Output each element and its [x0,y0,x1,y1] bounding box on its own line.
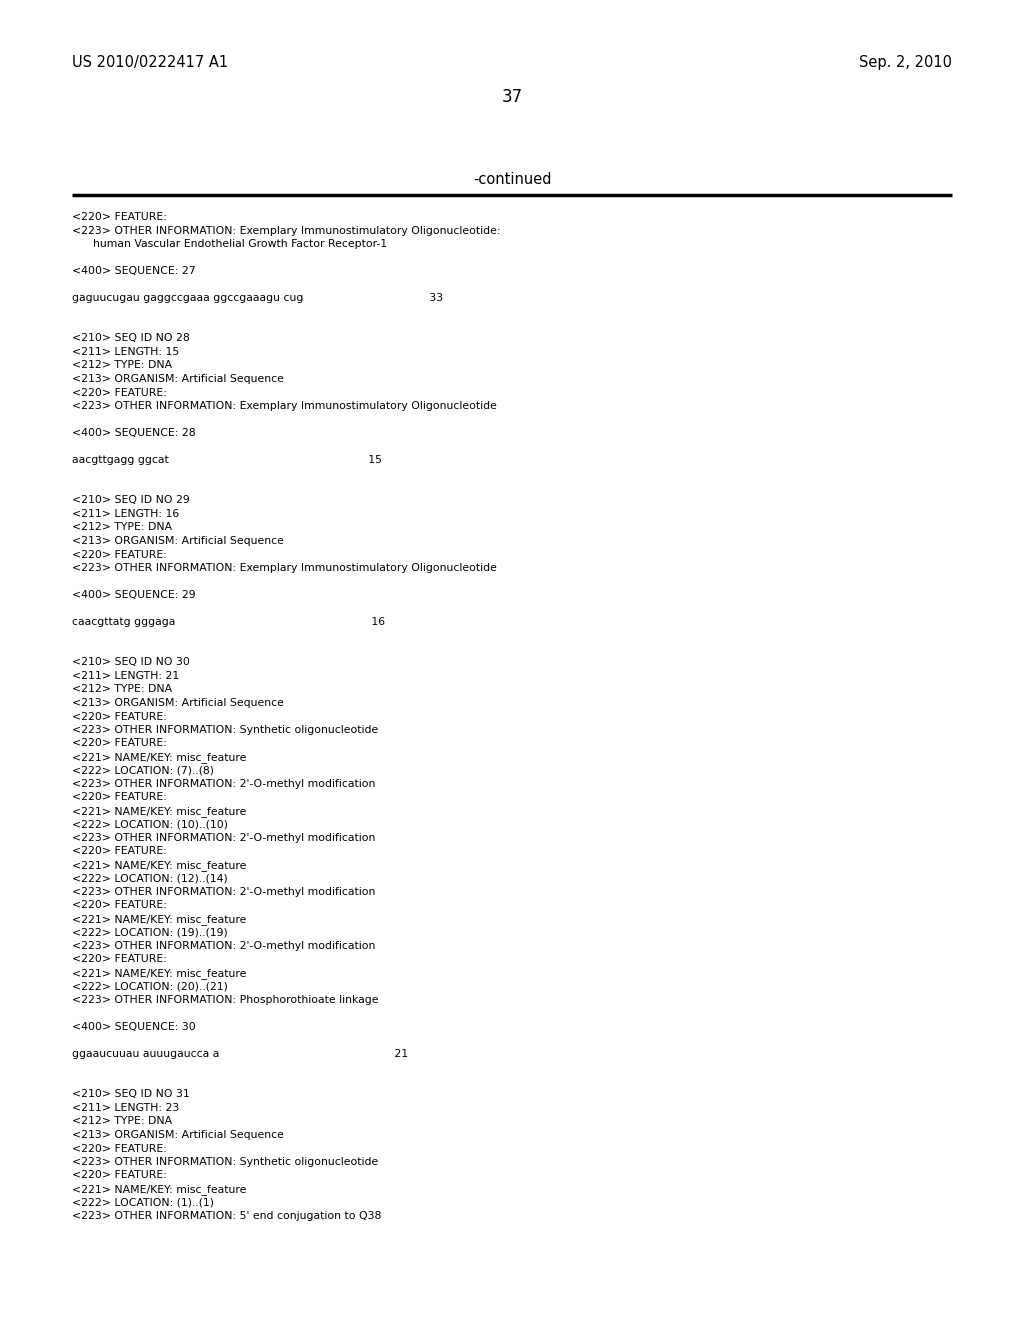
Text: <223> OTHER INFORMATION: 2'-O-methyl modification: <223> OTHER INFORMATION: 2'-O-methyl mod… [72,887,376,898]
Text: aacgttgagg ggcat                                                         15: aacgttgagg ggcat 15 [72,455,382,465]
Text: <223> OTHER INFORMATION: Synthetic oligonucleotide: <223> OTHER INFORMATION: Synthetic oligo… [72,725,378,735]
Text: <212> TYPE: DNA: <212> TYPE: DNA [72,523,172,532]
Text: <211> LENGTH: 15: <211> LENGTH: 15 [72,347,179,356]
Text: <222> LOCATION: (19)..(19): <222> LOCATION: (19)..(19) [72,928,227,937]
Text: <400> SEQUENCE: 30: <400> SEQUENCE: 30 [72,1022,196,1032]
Text: <211> LENGTH: 16: <211> LENGTH: 16 [72,510,179,519]
Text: <223> OTHER INFORMATION: 2'-O-methyl modification: <223> OTHER INFORMATION: 2'-O-methyl mod… [72,941,376,950]
Text: <221> NAME/KEY: misc_feature: <221> NAME/KEY: misc_feature [72,1184,247,1195]
Text: 37: 37 [502,88,522,106]
Text: <223> OTHER INFORMATION: 5' end conjugation to Q38: <223> OTHER INFORMATION: 5' end conjugat… [72,1210,381,1221]
Text: <220> FEATURE:: <220> FEATURE: [72,846,167,857]
Text: <223> OTHER INFORMATION: 2'-O-methyl modification: <223> OTHER INFORMATION: 2'-O-methyl mod… [72,833,376,843]
Text: <210> SEQ ID NO 28: <210> SEQ ID NO 28 [72,334,189,343]
Text: <221> NAME/KEY: misc_feature: <221> NAME/KEY: misc_feature [72,968,247,979]
Text: <220> FEATURE:: <220> FEATURE: [72,1171,167,1180]
Text: <220> FEATURE:: <220> FEATURE: [72,213,167,222]
Text: <210> SEQ ID NO 30: <210> SEQ ID NO 30 [72,657,189,668]
Text: <222> LOCATION: (12)..(14): <222> LOCATION: (12)..(14) [72,874,227,883]
Text: caacgttatg gggaga                                                        16: caacgttatg gggaga 16 [72,616,385,627]
Text: <220> FEATURE:: <220> FEATURE: [72,388,167,397]
Text: <220> FEATURE:: <220> FEATURE: [72,954,167,965]
Text: <220> FEATURE:: <220> FEATURE: [72,711,167,722]
Text: <223> OTHER INFORMATION: Exemplary Immunostimulatory Oligonucleotide:: <223> OTHER INFORMATION: Exemplary Immun… [72,226,501,235]
Text: <221> NAME/KEY: misc_feature: <221> NAME/KEY: misc_feature [72,913,247,925]
Text: <221> NAME/KEY: misc_feature: <221> NAME/KEY: misc_feature [72,752,247,763]
Text: <223> OTHER INFORMATION: Synthetic oligonucleotide: <223> OTHER INFORMATION: Synthetic oligo… [72,1158,378,1167]
Text: <221> NAME/KEY: misc_feature: <221> NAME/KEY: misc_feature [72,861,247,871]
Text: <212> TYPE: DNA: <212> TYPE: DNA [72,360,172,371]
Text: <211> LENGTH: 23: <211> LENGTH: 23 [72,1104,179,1113]
Text: <220> FEATURE:: <220> FEATURE: [72,549,167,560]
Text: <223> OTHER INFORMATION: Exemplary Immunostimulatory Oligonucleotide: <223> OTHER INFORMATION: Exemplary Immun… [72,564,497,573]
Text: <400> SEQUENCE: 29: <400> SEQUENCE: 29 [72,590,196,601]
Text: <211> LENGTH: 21: <211> LENGTH: 21 [72,671,179,681]
Text: <220> FEATURE:: <220> FEATURE: [72,738,167,748]
Text: <222> LOCATION: (20)..(21): <222> LOCATION: (20)..(21) [72,982,228,991]
Text: <400> SEQUENCE: 27: <400> SEQUENCE: 27 [72,267,196,276]
Text: <213> ORGANISM: Artificial Sequence: <213> ORGANISM: Artificial Sequence [72,536,284,546]
Text: <220> FEATURE:: <220> FEATURE: [72,1143,167,1154]
Text: Sep. 2, 2010: Sep. 2, 2010 [859,55,952,70]
Text: <220> FEATURE:: <220> FEATURE: [72,900,167,911]
Text: <212> TYPE: DNA: <212> TYPE: DNA [72,1117,172,1126]
Text: <222> LOCATION: (1)..(1): <222> LOCATION: (1)..(1) [72,1197,214,1208]
Text: <221> NAME/KEY: misc_feature: <221> NAME/KEY: misc_feature [72,807,247,817]
Text: human Vascular Endothelial Growth Factor Receptor-1: human Vascular Endothelial Growth Factor… [72,239,387,249]
Text: US 2010/0222417 A1: US 2010/0222417 A1 [72,55,228,70]
Text: <400> SEQUENCE: 28: <400> SEQUENCE: 28 [72,428,196,438]
Text: -continued: -continued [473,172,551,187]
Text: <212> TYPE: DNA: <212> TYPE: DNA [72,685,172,694]
Text: <213> ORGANISM: Artificial Sequence: <213> ORGANISM: Artificial Sequence [72,374,284,384]
Text: <220> FEATURE:: <220> FEATURE: [72,792,167,803]
Text: <210> SEQ ID NO 29: <210> SEQ ID NO 29 [72,495,189,506]
Text: <213> ORGANISM: Artificial Sequence: <213> ORGANISM: Artificial Sequence [72,1130,284,1140]
Text: <213> ORGANISM: Artificial Sequence: <213> ORGANISM: Artificial Sequence [72,698,284,708]
Text: <223> OTHER INFORMATION: Phosphorothioate linkage: <223> OTHER INFORMATION: Phosphorothioat… [72,995,379,1005]
Text: gaguucugau gaggccgaaa ggccgaaagu cug                                    33: gaguucugau gaggccgaaa ggccgaaagu cug 33 [72,293,443,304]
Text: <222> LOCATION: (10)..(10): <222> LOCATION: (10)..(10) [72,820,228,829]
Text: <223> OTHER INFORMATION: Exemplary Immunostimulatory Oligonucleotide: <223> OTHER INFORMATION: Exemplary Immun… [72,401,497,411]
Text: <223> OTHER INFORMATION: 2'-O-methyl modification: <223> OTHER INFORMATION: 2'-O-methyl mod… [72,779,376,789]
Text: <210> SEQ ID NO 31: <210> SEQ ID NO 31 [72,1089,189,1100]
Text: ggaaucuuau auuugaucca a                                                  21: ggaaucuuau auuugaucca a 21 [72,1049,409,1059]
Text: <222> LOCATION: (7)..(8): <222> LOCATION: (7)..(8) [72,766,214,776]
